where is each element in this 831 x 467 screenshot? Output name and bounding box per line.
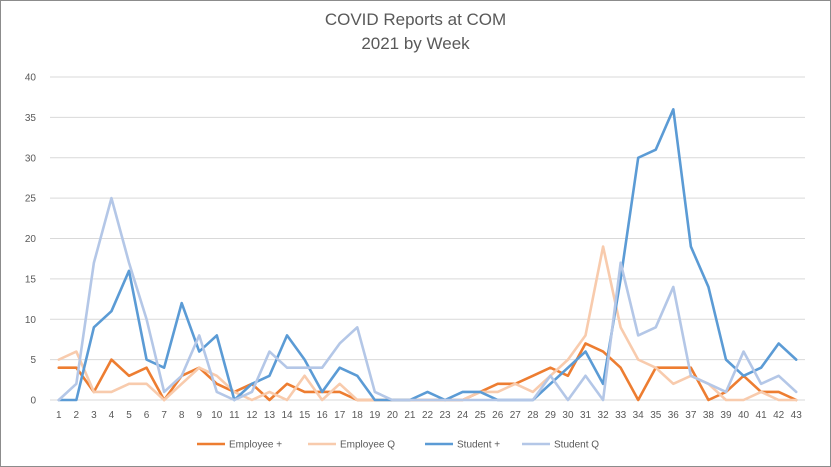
x-tick-label: 29 xyxy=(545,410,557,421)
y-tick-label: 5 xyxy=(30,355,36,366)
x-tick-label: 4 xyxy=(109,410,115,421)
series-line-4 xyxy=(57,196,798,402)
y-tick-label: 0 xyxy=(30,396,36,407)
y-tick-label: 40 xyxy=(25,73,37,84)
chart-title: COVID Reports at COM xyxy=(324,10,507,29)
y-tick-label: 35 xyxy=(25,113,37,124)
x-tick-label: 16 xyxy=(317,410,329,421)
x-tick-label: 13 xyxy=(264,410,276,421)
y-tick-label: 15 xyxy=(25,274,37,285)
x-tick-label: 10 xyxy=(211,410,223,421)
x-tick-label: 25 xyxy=(475,410,487,421)
x-tick-label: 7 xyxy=(161,410,167,421)
x-tick-label: 38 xyxy=(703,410,715,421)
x-tick-label: 5 xyxy=(126,410,132,421)
y-tick-label: 10 xyxy=(25,315,37,326)
x-tick-label: 40 xyxy=(738,410,750,421)
x-tick-label: 28 xyxy=(527,410,539,421)
y-tick-label: 25 xyxy=(25,194,37,205)
y-tick-label: 30 xyxy=(25,153,37,164)
x-tick-label: 2 xyxy=(74,410,80,421)
x-tick-label: 8 xyxy=(179,410,185,421)
series-line-2 xyxy=(57,245,798,402)
chart-subtitle: 2021 by Week xyxy=(361,34,470,53)
x-tick-label: 31 xyxy=(580,410,592,421)
series-line-3 xyxy=(57,108,798,402)
x-tick-label: 39 xyxy=(720,410,732,421)
x-tick-label: 33 xyxy=(615,410,627,421)
legend-label: Employee Q xyxy=(340,440,395,451)
x-tick-label: 23 xyxy=(439,410,451,421)
x-tick-label: 12 xyxy=(246,410,258,421)
x-tick-label: 15 xyxy=(299,410,311,421)
x-tick-label: 24 xyxy=(457,410,469,421)
y-tick-label: 20 xyxy=(25,234,37,245)
x-tick-label: 20 xyxy=(387,410,399,421)
x-tick-label: 6 xyxy=(144,410,150,421)
x-tick-label: 32 xyxy=(598,410,610,421)
x-tick-label: 21 xyxy=(404,410,416,421)
x-tick-label: 22 xyxy=(422,410,434,421)
x-tick-label: 37 xyxy=(685,410,697,421)
x-tick-label: 41 xyxy=(756,410,768,421)
x-tick-label: 17 xyxy=(334,410,346,421)
x-tick-label: 3 xyxy=(91,410,97,421)
x-tick-label: 35 xyxy=(650,410,662,421)
x-tick-label: 19 xyxy=(369,410,381,421)
legend-label: Student Q xyxy=(554,440,599,451)
x-tick-label: 36 xyxy=(668,410,680,421)
x-tick-label: 9 xyxy=(196,410,202,421)
x-tick-label: 18 xyxy=(352,410,364,421)
x-tick-label: 43 xyxy=(791,410,803,421)
x-tick-label: 26 xyxy=(492,410,504,421)
x-tick-label: 30 xyxy=(562,410,574,421)
legend-label: Employee + xyxy=(229,440,282,451)
x-tick-label: 42 xyxy=(773,410,785,421)
x-tick-label: 27 xyxy=(510,410,522,421)
x-tick-label: 1 xyxy=(56,410,62,421)
x-tick-label: 34 xyxy=(633,410,645,421)
x-tick-label: 11 xyxy=(229,410,240,421)
x-tick-label: 14 xyxy=(281,410,293,421)
legend-label: Student + xyxy=(457,440,500,451)
